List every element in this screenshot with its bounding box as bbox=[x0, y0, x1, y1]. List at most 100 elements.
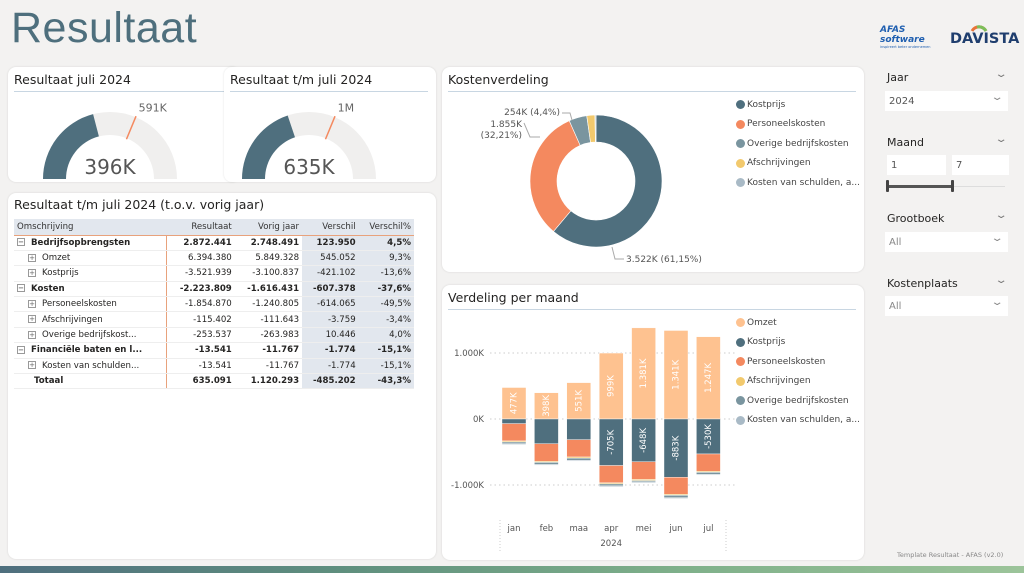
table-row: + Afschrijvingen -115.402 -111.643 -3.759 -3,… bbox=[14, 311, 414, 328]
bar-segment-kosten[interactable] bbox=[696, 474, 721, 476]
stacked-bar-chart[interactable]: 1.000K 0K -1.000K 477K jan 398K feb 551K maa 999K… bbox=[442, 285, 864, 560]
legend-item[interactable]: Personeelskosten bbox=[736, 352, 860, 372]
legend-item[interactable]: Afschrijvingen bbox=[736, 372, 860, 392]
gauge-target-marker bbox=[324, 115, 336, 140]
bar-segment-kosten[interactable] bbox=[631, 481, 656, 483]
maand-slider-handle-end[interactable] bbox=[950, 180, 954, 192]
donut-legend: Kostprijs Personeelskosten Overige bedrijf… bbox=[736, 95, 860, 193]
expand-icon[interactable]: + bbox=[28, 299, 36, 308]
legend-item[interactable]: Omzet bbox=[736, 313, 860, 333]
bar-segment-omzet[interactable] bbox=[534, 392, 559, 420]
bar-segment-kosten[interactable] bbox=[501, 443, 527, 445]
column-header[interactable]: Vorig jaar bbox=[234, 219, 303, 236]
collapse-icon[interactable]: − bbox=[17, 238, 25, 247]
bar-segment-kostprijs[interactable] bbox=[631, 418, 656, 462]
column-header[interactable]: Resultaat bbox=[166, 219, 235, 236]
bar-segment-personeelskosten[interactable] bbox=[566, 439, 592, 458]
bar-segment-omzet[interactable] bbox=[566, 382, 592, 420]
legend-item[interactable]: Overige bedrijfskosten bbox=[736, 134, 860, 154]
expand-icon[interactable]: + bbox=[28, 268, 36, 277]
expand-icon[interactable]: + bbox=[28, 361, 36, 370]
kostenplaats-dropdown[interactable]: All ⌄ bbox=[885, 296, 1008, 316]
bar-segment-overige[interactable] bbox=[566, 457, 592, 461]
row-label: + Afschrijvingen bbox=[14, 311, 168, 328]
table-cell: -37,6% bbox=[358, 281, 414, 298]
bar-segment-omzet[interactable] bbox=[631, 327, 656, 420]
bar-segment-kosten[interactable] bbox=[534, 464, 559, 466]
donut-slice[interactable] bbox=[594, 114, 597, 143]
row-label-text: Kosten van schulden... bbox=[42, 360, 140, 371]
bar-segment-personeelskosten[interactable] bbox=[501, 423, 527, 442]
table-cell: -43,3% bbox=[358, 373, 414, 390]
expand-icon[interactable]: + bbox=[28, 253, 36, 262]
bar-data-label: -530K bbox=[704, 424, 714, 449]
gauge-fill bbox=[43, 114, 99, 179]
jaar-dropdown[interactable]: 2024 ⌄ bbox=[885, 91, 1008, 111]
grootboek-dropdown[interactable]: All ⌄ bbox=[885, 232, 1008, 252]
gauge-fill bbox=[242, 115, 295, 179]
donut-slice[interactable] bbox=[553, 114, 663, 248]
bar-segment-personeelskosten[interactable] bbox=[663, 477, 689, 495]
legend-label: Overige bedrijfskosten bbox=[747, 138, 849, 149]
legend-item[interactable]: Kosten van schulden, a... bbox=[736, 173, 860, 193]
collapse-icon[interactable]: − bbox=[17, 345, 25, 354]
bar-segment-personeelskosten[interactable] bbox=[534, 443, 559, 462]
result-table-card: Resultaat t/m juli 2024 (t.o.v. vorig ja… bbox=[8, 193, 436, 559]
expand-icon[interactable]: + bbox=[28, 315, 36, 324]
bar-segment-overige[interactable] bbox=[598, 483, 624, 487]
maand-from-input[interactable]: 1 bbox=[887, 155, 946, 175]
chevron-down-icon[interactable]: ⌄ bbox=[994, 210, 1008, 221]
chevron-down-icon[interactable]: ⌄ bbox=[994, 275, 1008, 286]
bar-segment-personeelskosten[interactable] bbox=[696, 453, 721, 472]
bar-segment-personeelskosten[interactable] bbox=[598, 465, 624, 484]
bar-segment-omzet[interactable] bbox=[663, 330, 689, 420]
bar-segment-overige[interactable] bbox=[696, 472, 721, 475]
row-label-text: Omzet bbox=[42, 253, 71, 264]
bar-segment-omzet[interactable] bbox=[696, 336, 721, 420]
bottom-accent-bar bbox=[0, 566, 1024, 573]
bar-segment-kostprijs[interactable] bbox=[566, 418, 592, 440]
bar-segment-personeelskosten[interactable] bbox=[631, 461, 656, 480]
bar-segment-kosten[interactable] bbox=[598, 485, 624, 487]
legend-item[interactable]: Afschrijvingen bbox=[736, 154, 860, 174]
legend-item[interactable]: Personeelskosten bbox=[736, 115, 860, 135]
chevron-down-icon: ⌄ bbox=[990, 233, 1004, 244]
legend-item[interactable]: Overige bedrijfskosten bbox=[736, 391, 860, 411]
bar-segment-kosten[interactable] bbox=[566, 460, 592, 462]
chevron-down-icon[interactable]: ⌄ bbox=[994, 134, 1008, 145]
bar-segment-kostprijs[interactable] bbox=[598, 418, 624, 466]
column-header[interactable]: Omschrijving bbox=[14, 219, 167, 236]
column-header[interactable]: Verschil bbox=[302, 219, 359, 236]
legend-dot-icon bbox=[736, 357, 745, 367]
chevron-down-icon[interactable]: ⌄ bbox=[994, 69, 1008, 80]
bar-segment-overige[interactable] bbox=[501, 441, 527, 444]
maand-slider-handle-start[interactable] bbox=[886, 180, 889, 192]
collapse-icon[interactable]: − bbox=[17, 284, 25, 293]
donut-chart[interactable]: 3.522K (61,15%) 1.855K(32,21%) 254K (4,4%) bbox=[442, 67, 864, 272]
expand-icon[interactable]: + bbox=[28, 330, 36, 339]
legend-item[interactable]: Kosten van schulden, a... bbox=[736, 411, 860, 431]
maand-slider-range bbox=[887, 185, 952, 188]
bar-segment-kostprijs[interactable] bbox=[534, 418, 559, 444]
bar-segment-omzet[interactable] bbox=[598, 352, 624, 420]
bar-segment-kosten[interactable] bbox=[663, 497, 689, 499]
y-tick-label: -1.000K bbox=[451, 481, 484, 491]
table-cell: 123.950 bbox=[302, 235, 359, 251]
legend-item[interactable]: Kostprijs bbox=[736, 95, 860, 115]
table-cell: -1.774 bbox=[302, 342, 359, 359]
column-header[interactable]: Verschil% bbox=[358, 219, 414, 236]
bar-segment-kostprijs[interactable] bbox=[501, 418, 527, 424]
legend-label: Overige bedrijfskosten bbox=[747, 395, 849, 406]
gauge-title: Resultaat juli 2024 bbox=[14, 72, 131, 87]
bar-segment-overige[interactable] bbox=[663, 495, 689, 498]
bar-segment-kostprijs[interactable] bbox=[696, 418, 721, 455]
bar-segment-overige[interactable] bbox=[534, 462, 559, 465]
maand-to-input[interactable]: 7 bbox=[952, 155, 1009, 175]
y-tick-label: 0K bbox=[473, 415, 484, 425]
bar-segment-kostprijs[interactable] bbox=[663, 418, 689, 478]
gauge-month: 591K 396K bbox=[43, 102, 177, 179]
legend-item[interactable]: Kostprijs bbox=[736, 333, 860, 353]
row-label: − Financiële baten en l... bbox=[14, 342, 168, 359]
bar-data-label: 551K bbox=[574, 389, 584, 411]
row-label: + Overige bedrijfskost... bbox=[14, 327, 168, 344]
